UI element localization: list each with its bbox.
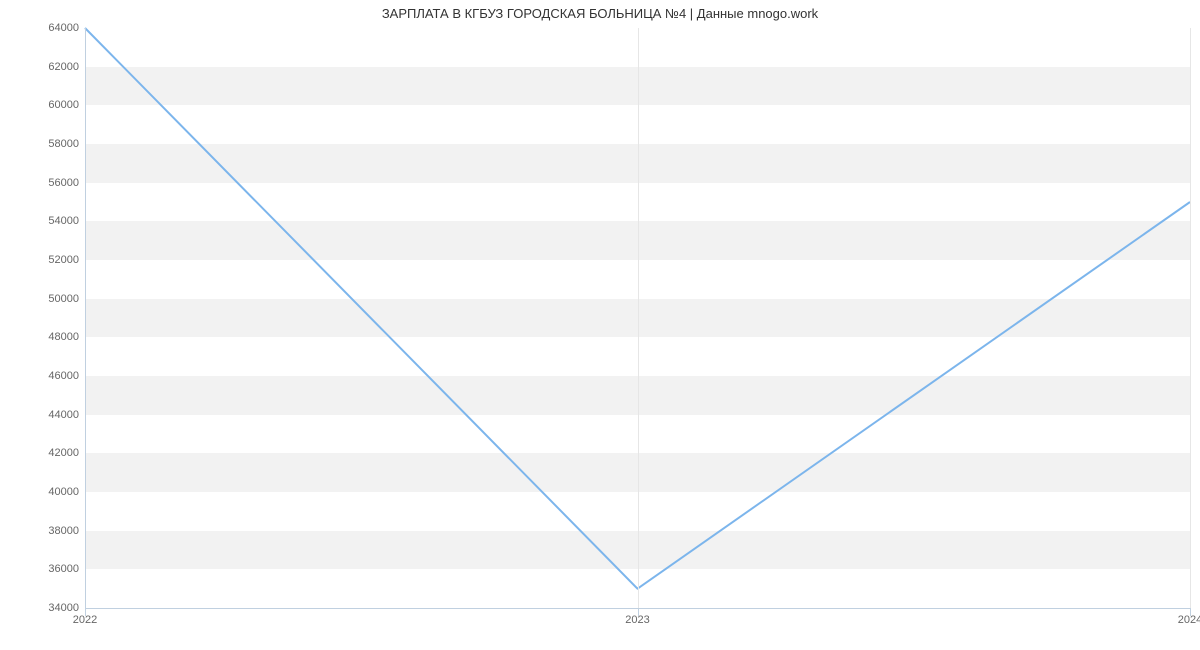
y-tick-label: 54000 xyxy=(48,215,85,227)
y-tick-label: 64000 xyxy=(48,22,85,34)
y-axis-line xyxy=(85,28,86,608)
y-tick-label: 36000 xyxy=(48,563,85,575)
x-gridline xyxy=(638,28,639,608)
y-tick-label: 60000 xyxy=(48,99,85,111)
y-tick-label: 46000 xyxy=(48,370,85,382)
y-tick-label: 38000 xyxy=(48,525,85,537)
y-tick-label: 34000 xyxy=(48,602,85,614)
x-tick-label: 2023 xyxy=(625,608,649,626)
y-tick-label: 56000 xyxy=(48,177,85,189)
x-tick-label: 2024 xyxy=(1178,608,1200,626)
y-tick-label: 52000 xyxy=(48,254,85,266)
y-tick-label: 48000 xyxy=(48,331,85,343)
y-tick-label: 58000 xyxy=(48,138,85,150)
x-gridline xyxy=(1190,28,1191,608)
y-tick-label: 42000 xyxy=(48,447,85,459)
x-axis-line xyxy=(85,608,1190,609)
y-tick-label: 50000 xyxy=(48,293,85,305)
y-tick-label: 40000 xyxy=(48,486,85,498)
salary-chart: ЗАРПЛАТА В КГБУЗ ГОРОДСКАЯ БОЛЬНИЦА №4 |… xyxy=(0,0,1200,650)
chart-title: ЗАРПЛАТА В КГБУЗ ГОРОДСКАЯ БОЛЬНИЦА №4 |… xyxy=(0,6,1200,21)
y-tick-label: 44000 xyxy=(48,409,85,421)
y-tick-label: 62000 xyxy=(48,61,85,73)
plot-area: 2022202320243400036000380004000042000440… xyxy=(85,28,1190,608)
